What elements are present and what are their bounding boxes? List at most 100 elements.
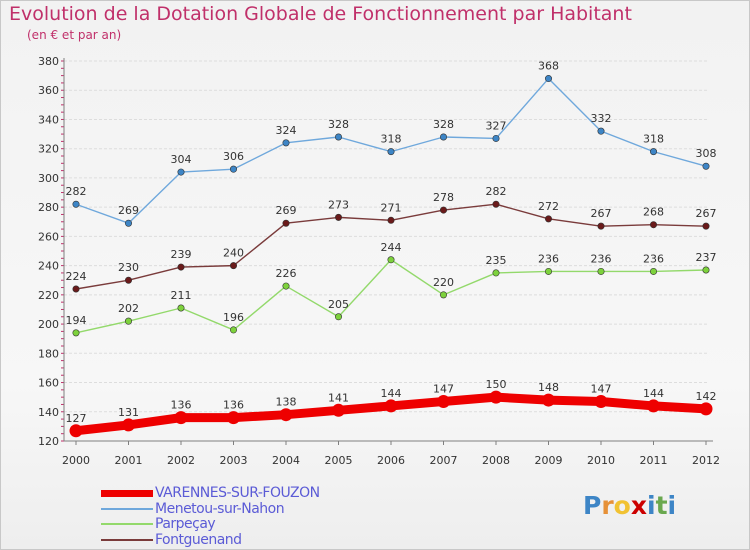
data-point [72,200,80,208]
data-point [177,263,185,271]
data-point [647,399,660,413]
y-tick-label: 300 [38,172,59,185]
x-tick-label: 2008 [482,454,510,467]
data-point [230,165,238,173]
data-label: 267 [696,207,717,220]
data-point [542,393,555,407]
data-label: 136 [223,399,244,412]
data-label: 271 [381,201,402,214]
data-point [69,424,83,438]
chart-subtitle: (en € et par an) [27,28,122,42]
legend-swatch [101,490,153,497]
data-point [492,134,500,142]
x-tick-label: 2006 [377,454,405,467]
data-point [437,395,450,409]
data-label: 304 [171,153,192,166]
data-label: 147 [591,383,612,396]
data-label: 327 [486,119,507,132]
data-label: 138 [276,396,297,409]
y-tick-label: 320 [38,143,59,156]
logo-letter: o [613,491,631,520]
data-point [387,256,395,264]
data-point [544,215,552,223]
data-label: 211 [171,289,192,302]
data-point [489,390,503,404]
data-point [332,403,345,417]
data-point [702,222,710,230]
y-tick-label: 160 [38,377,59,390]
data-label: 202 [118,302,139,315]
data-point [174,411,188,425]
data-label: 324 [276,124,297,137]
data-label: 267 [591,207,612,220]
data-label: 136 [171,399,192,412]
x-tick-label: 2004 [272,454,300,467]
y-tick-label: 380 [38,55,59,68]
data-label: 328 [433,118,454,131]
data-label: 142 [696,390,717,403]
x-tick-label: 2010 [587,454,615,467]
data-label: 150 [486,378,507,391]
data-label: 236 [643,252,664,265]
data-label: 328 [328,118,349,131]
data-point [125,219,133,227]
data-label: 205 [328,298,349,311]
logo-letter: i [647,491,656,520]
data-point [334,313,342,321]
data-label: 235 [486,254,507,267]
data-point [177,168,185,176]
data-point [597,127,605,135]
data-label: 230 [118,261,139,274]
data-point [334,133,342,141]
y-tick-label: 260 [38,230,59,243]
data-label: 268 [643,206,664,219]
data-point [594,395,608,409]
legend-label: VARENNES-SUR-FOUZON [155,485,320,501]
data-point [122,418,135,432]
y-tick-label: 200 [38,318,59,331]
data-point [279,408,293,422]
data-label: 282 [486,185,507,198]
data-point [387,216,395,224]
legend-label: Fontguenand [155,531,242,548]
x-tick-label: 2012 [692,454,720,467]
data-label: 141 [328,391,349,404]
data-label: 269 [276,204,297,217]
proxiti-logo: Proxiti [583,491,676,520]
data-point [702,266,710,274]
data-point [177,304,185,312]
data-point [597,267,605,275]
y-tick-label: 360 [38,84,59,97]
data-label: 236 [538,252,559,265]
data-point [699,402,713,416]
x-tick-label: 2011 [640,454,668,467]
data-point [649,267,657,275]
logo-letter: i [667,491,677,520]
data-label: 127 [66,412,87,425]
data-point [230,262,238,270]
data-point [227,411,240,425]
x-tick-label: 2005 [325,454,353,467]
x-tick-label: 2000 [62,454,90,467]
x-tick-label: 2001 [115,454,143,467]
data-label: 147 [433,383,454,396]
data-point [439,291,447,299]
data-point [125,317,133,325]
data-point [439,206,447,214]
data-point [282,282,290,290]
data-label: 273 [328,198,349,211]
legend-swatch [101,507,153,510]
data-point [72,329,80,337]
data-point [439,133,447,141]
data-label: 269 [118,204,139,217]
y-tick-label: 180 [38,347,59,360]
data-label: 220 [433,276,454,289]
data-label: 226 [276,267,297,280]
data-point [125,276,133,284]
data-label: 144 [643,387,664,400]
legend-label: Menetou-sur-Nahon [155,500,285,517]
chart-title: Evolution de la Dotation Globale de Fonc… [9,3,632,25]
logo-letter: P [583,491,602,520]
